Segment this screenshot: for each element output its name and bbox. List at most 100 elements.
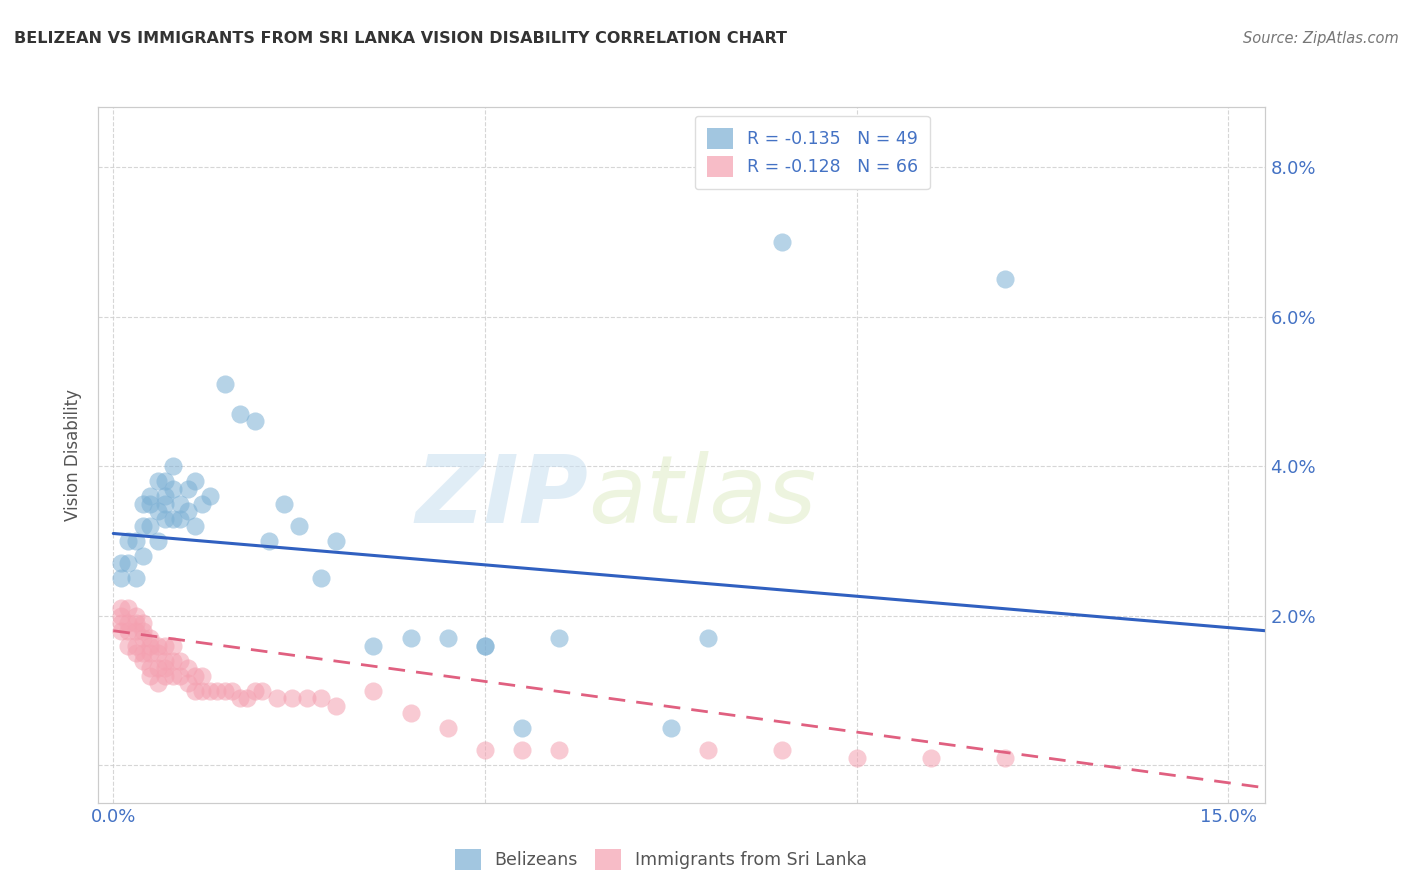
Point [184, 519, 207, 533]
Point [228, 691, 250, 706]
Point [155, 668, 177, 682]
Point [124, 624, 146, 638]
Point [146, 646, 169, 660]
Point [214, 376, 236, 391]
Point [139, 646, 162, 660]
Point [162, 482, 184, 496]
Point [920, 751, 942, 765]
Point [146, 504, 169, 518]
Point [132, 616, 155, 631]
Point [117, 639, 139, 653]
Point [110, 557, 132, 571]
Point [221, 683, 243, 698]
Point [510, 743, 533, 757]
Point [770, 743, 793, 757]
Point [510, 721, 533, 735]
Point [155, 497, 177, 511]
Point [132, 631, 155, 645]
Point [548, 743, 571, 757]
Point [146, 661, 169, 675]
Point [399, 706, 422, 720]
Point [994, 272, 1017, 286]
Point [228, 407, 250, 421]
Point [117, 533, 139, 548]
Point [363, 639, 385, 653]
Legend: Belizeans, Immigrants from Sri Lanka: Belizeans, Immigrants from Sri Lanka [446, 840, 876, 879]
Point [399, 631, 422, 645]
Point [146, 474, 169, 488]
Point [474, 639, 496, 653]
Point [110, 624, 132, 638]
Point [770, 235, 793, 249]
Point [139, 639, 162, 653]
Text: atlas: atlas [589, 451, 817, 542]
Point [117, 616, 139, 631]
Point [162, 668, 184, 682]
Point [474, 743, 496, 757]
Point [176, 482, 198, 496]
Point [155, 661, 177, 675]
Point [155, 654, 177, 668]
Point [266, 691, 288, 706]
Point [139, 668, 162, 682]
Point [132, 549, 155, 563]
Point [697, 631, 720, 645]
Point [110, 608, 132, 623]
Point [295, 691, 318, 706]
Point [198, 489, 221, 503]
Point [325, 533, 347, 548]
Point [994, 751, 1017, 765]
Point [243, 683, 266, 698]
Legend: R = -0.135   N = 49, R = -0.128   N = 66: R = -0.135 N = 49, R = -0.128 N = 66 [695, 116, 929, 189]
Point [363, 683, 385, 698]
Point [146, 639, 169, 653]
Point [139, 661, 162, 675]
Point [146, 676, 169, 690]
Point [169, 511, 191, 525]
Point [124, 571, 146, 585]
Point [117, 557, 139, 571]
Point [146, 533, 169, 548]
Point [198, 683, 221, 698]
Y-axis label: Vision Disability: Vision Disability [65, 389, 83, 521]
Point [436, 631, 458, 645]
Point [697, 743, 720, 757]
Point [184, 668, 207, 682]
Point [162, 459, 184, 474]
Point [132, 646, 155, 660]
Point [548, 631, 571, 645]
Point [176, 661, 198, 675]
Point [139, 519, 162, 533]
Point [124, 616, 146, 631]
Point [176, 504, 198, 518]
Point [176, 676, 198, 690]
Point [169, 497, 191, 511]
Point [132, 497, 155, 511]
Point [110, 616, 132, 631]
Point [273, 497, 295, 511]
Point [288, 519, 311, 533]
Point [250, 683, 273, 698]
Point [169, 668, 191, 682]
Point [155, 489, 177, 503]
Point [124, 646, 146, 660]
Point [845, 751, 868, 765]
Point [132, 654, 155, 668]
Point [184, 683, 207, 698]
Point [311, 571, 333, 585]
Point [155, 474, 177, 488]
Point [162, 639, 184, 653]
Point [214, 683, 236, 698]
Point [280, 691, 302, 706]
Point [325, 698, 347, 713]
Point [110, 601, 132, 615]
Point [155, 639, 177, 653]
Point [191, 497, 214, 511]
Point [132, 519, 155, 533]
Point [311, 691, 333, 706]
Point [124, 533, 146, 548]
Point [207, 683, 229, 698]
Point [191, 668, 214, 682]
Point [155, 511, 177, 525]
Point [162, 511, 184, 525]
